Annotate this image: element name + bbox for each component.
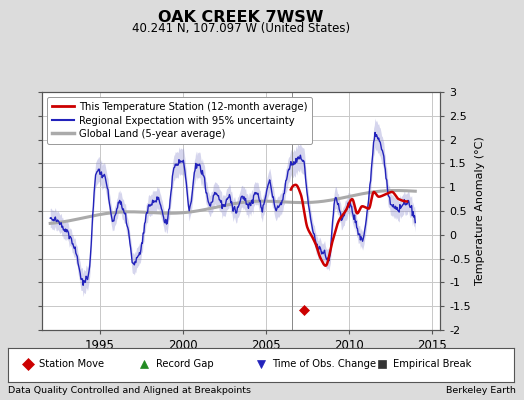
Text: OAK CREEK 7WSW: OAK CREEK 7WSW (158, 10, 324, 25)
Text: Empirical Break: Empirical Break (393, 359, 472, 369)
Text: 40.241 N, 107.097 W (United States): 40.241 N, 107.097 W (United States) (132, 22, 350, 35)
Text: Station Move: Station Move (39, 359, 104, 369)
Text: Data Quality Controlled and Aligned at Breakpoints: Data Quality Controlled and Aligned at B… (8, 386, 251, 395)
Text: Record Gap: Record Gap (156, 359, 213, 369)
Legend: This Temperature Station (12-month average), Regional Expectation with 95% uncer: This Temperature Station (12-month avera… (47, 97, 312, 144)
Text: Time of Obs. Change: Time of Obs. Change (272, 359, 376, 369)
Y-axis label: Temperature Anomaly (°C): Temperature Anomaly (°C) (475, 137, 485, 285)
Text: Berkeley Earth: Berkeley Earth (446, 386, 516, 395)
